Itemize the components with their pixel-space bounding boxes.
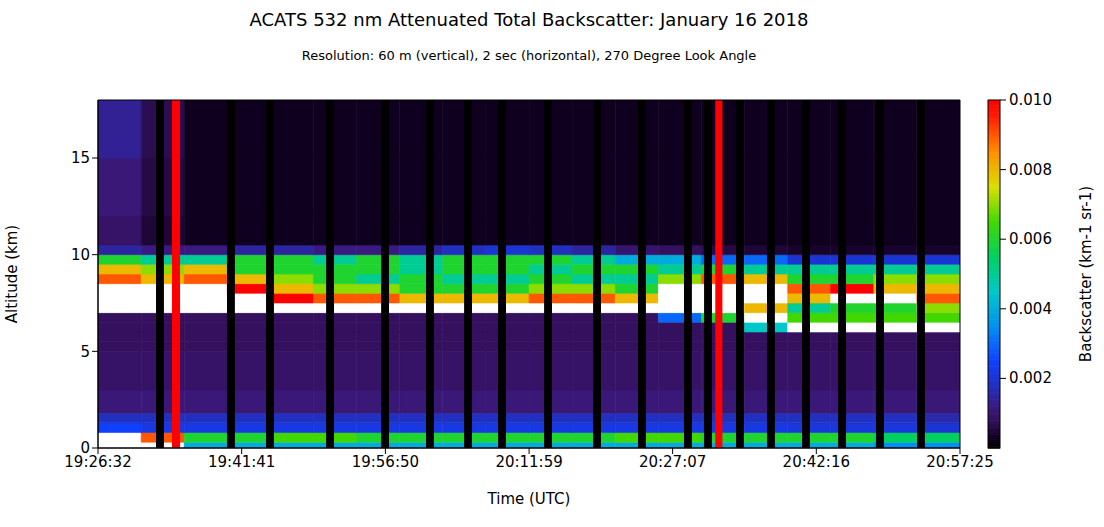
svg-text:Time (UTC): Time (UTC)	[487, 490, 571, 508]
svg-text:20:57:25: 20:57:25	[926, 453, 993, 471]
svg-text:Altitude (km): Altitude (km)	[3, 225, 21, 323]
html-text:ACATS 532 nm Attenuated Total: ACATS 532 nm Attenuated Total Backscatte…	[249, 9, 809, 30]
svg-text:0.002: 0.002	[1009, 369, 1052, 387]
svg-text:19:26:32: 19:26:32	[64, 453, 131, 471]
svg-text:0: 0	[80, 439, 90, 457]
svg-text:0.008: 0.008	[1009, 161, 1052, 179]
svg-text:0.006: 0.006	[1009, 230, 1052, 248]
svg-text:5: 5	[80, 343, 90, 361]
svg-text:20:27:07: 20:27:07	[639, 453, 706, 471]
svg-text:0.010: 0.010	[1009, 91, 1052, 109]
svg-text:20:42:16: 20:42:16	[783, 453, 850, 471]
svg-text:Backscatter (km-1 sr-1): Backscatter (km-1 sr-1)	[1077, 186, 1095, 362]
svg-text:20:11:59: 20:11:59	[495, 453, 562, 471]
svg-text:10: 10	[71, 246, 90, 264]
svg-text:19:41:41: 19:41:41	[208, 453, 275, 471]
svg-text:0.004: 0.004	[1009, 300, 1052, 318]
svg-text:19:56:50: 19:56:50	[352, 453, 419, 471]
svg-text:15: 15	[71, 149, 90, 167]
html-text:Resolution: 60 m (vertical), 2: Resolution: 60 m (vertical), 2 sec (hori…	[301, 48, 757, 63]
